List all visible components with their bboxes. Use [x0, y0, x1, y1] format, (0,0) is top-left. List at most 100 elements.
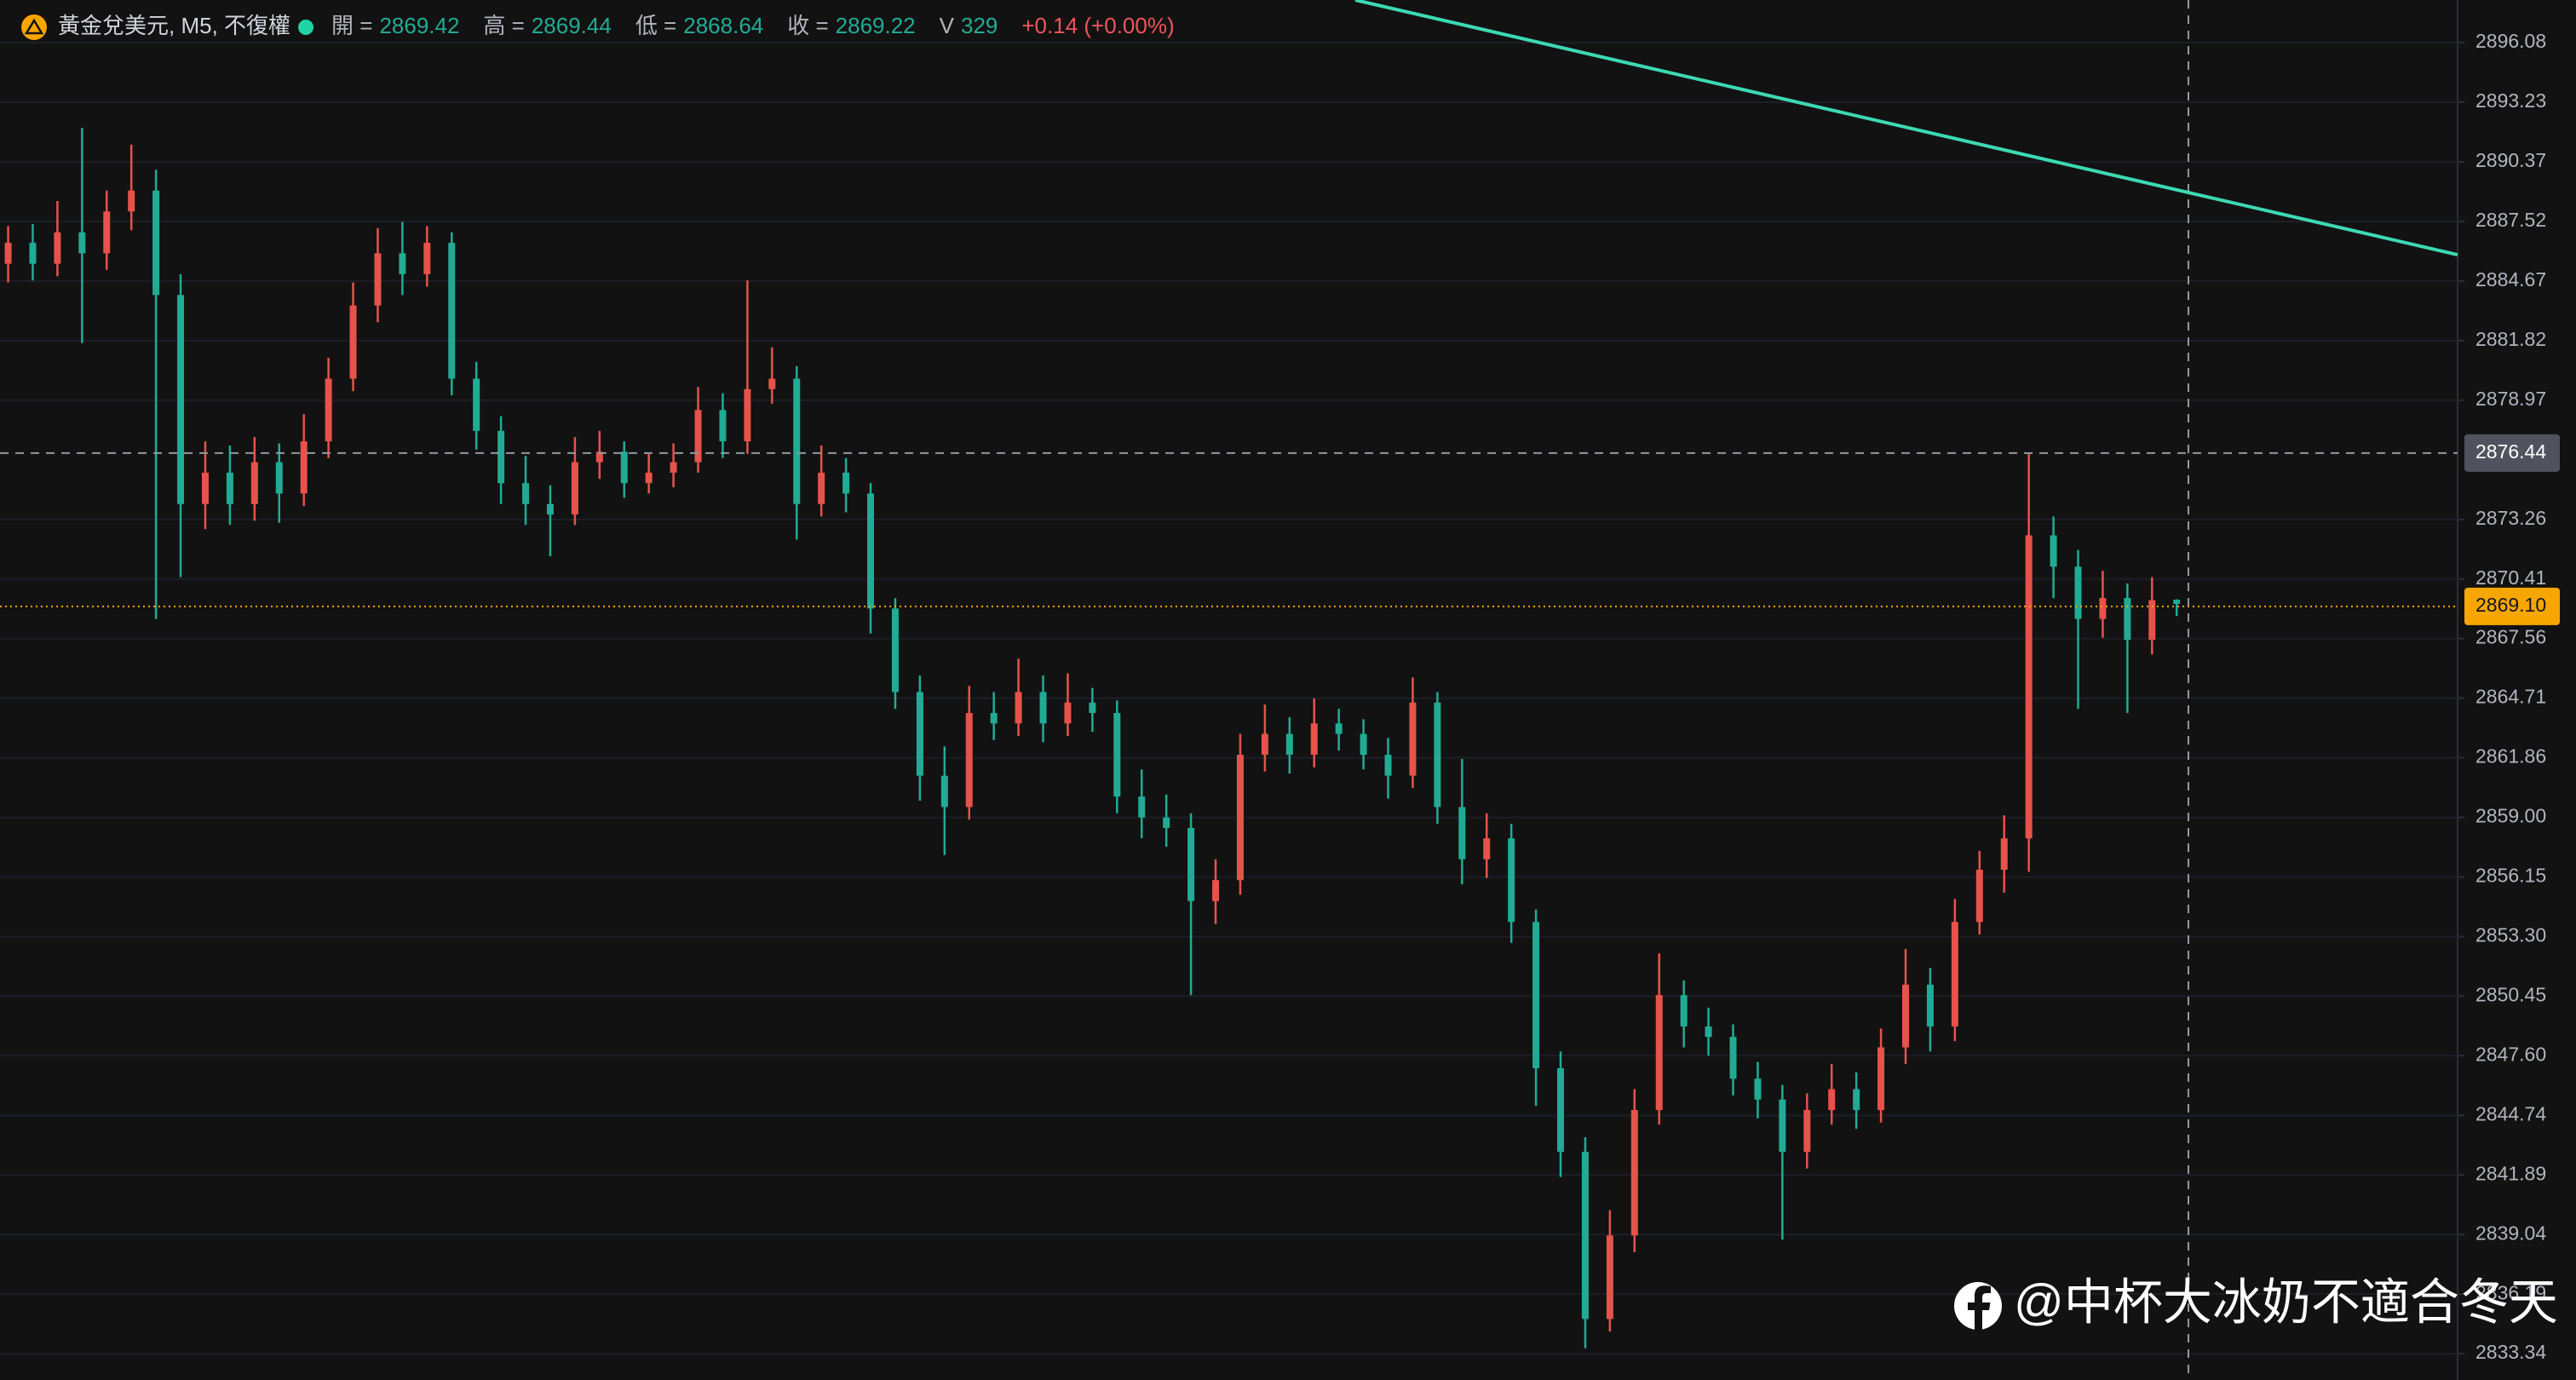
legend-value: 2869.44 — [532, 13, 612, 38]
candle-body — [325, 378, 332, 442]
symbol-title: 黃金兌美元, M5, 不復權 — [58, 13, 290, 38]
y-tick-label: 2859.00 — [2475, 805, 2546, 827]
last-price-label: 2869.10 — [2475, 594, 2546, 616]
candle-body — [1163, 817, 1170, 828]
candle-body — [1803, 1110, 1811, 1153]
candle-body — [152, 190, 160, 296]
candle-body — [103, 211, 111, 254]
candle-body — [473, 378, 480, 431]
candle-body — [1729, 1037, 1737, 1079]
y-tick-label: 2850.45 — [2475, 983, 2546, 1005]
candle-body — [2025, 535, 2033, 839]
legend-value: 329 — [961, 13, 998, 38]
grid — [0, 42, 2458, 1355]
price-axis: 2896.08 2893.23 2890.37 2887.52 2884.67 2881.… — [2458, 30, 2560, 1363]
candle-body — [177, 295, 185, 504]
y-tick-label: 2890.37 — [2475, 149, 2546, 171]
candle-body — [1680, 995, 1688, 1026]
candle-body — [1138, 796, 1146, 818]
candle-body — [1655, 995, 1663, 1111]
candle-body — [1779, 1099, 1786, 1153]
candle-body — [867, 493, 875, 609]
candles — [4, 128, 2181, 1348]
candle-body — [645, 472, 653, 484]
facebook-glyph — [1968, 1285, 1991, 1330]
candle-body — [201, 472, 209, 504]
legend-value: 2869.42 — [379, 13, 459, 38]
candle-body — [78, 232, 86, 254]
candle-body — [1113, 712, 1121, 797]
candle-body — [571, 462, 578, 515]
y-tick-label: 2844.74 — [2475, 1103, 2546, 1125]
candle-body — [1853, 1089, 1860, 1111]
watermark: @中杯大冰奶不適合冬天 — [1954, 1274, 2558, 1330]
candle-body — [546, 503, 554, 515]
candle-body — [1310, 723, 1318, 756]
candle-body — [1926, 984, 1934, 1026]
candle-body — [275, 462, 283, 494]
y-tick-label: 2841.89 — [2475, 1162, 2546, 1184]
candle-body — [768, 378, 776, 389]
candle-body — [54, 232, 61, 264]
candle-body — [399, 253, 406, 274]
candle-body — [2148, 600, 2156, 641]
candle-body — [349, 305, 357, 379]
y-tick-label: 2870.41 — [2475, 566, 2546, 589]
candle-body — [1508, 838, 1515, 923]
candle-body — [1630, 1110, 1638, 1236]
candle-body — [694, 410, 702, 463]
candle-body — [2099, 598, 2107, 619]
candle-body — [1039, 692, 1047, 724]
candle-body — [1384, 755, 1392, 776]
candle-body — [522, 483, 530, 504]
candle-body — [497, 430, 505, 484]
candle-body — [1581, 1152, 1589, 1320]
overlay — [0, 0, 2458, 1380]
y-tick-label: 2896.08 — [2475, 30, 2546, 52]
legend-label: 低 = — [635, 13, 676, 38]
candle-body — [1828, 1089, 1836, 1111]
candle-body — [1975, 869, 1983, 923]
candle-body — [250, 462, 258, 504]
candle-body — [940, 775, 948, 808]
y-tick-label: 2873.26 — [2475, 507, 2546, 529]
candle-body — [29, 243, 37, 264]
crosshair-price-label: 2876.44 — [2475, 440, 2546, 463]
y-tick-label: 2881.82 — [2475, 328, 2546, 350]
candle-body — [842, 472, 850, 494]
candle-body — [1877, 1047, 1885, 1111]
candle-body — [1089, 702, 1096, 713]
candle-body — [2124, 598, 2131, 641]
candle-body — [1261, 733, 1268, 756]
candle-body — [1458, 807, 1466, 860]
candle-body — [423, 243, 431, 274]
candle-body — [1483, 838, 1491, 860]
y-tick-label: 2861.86 — [2475, 745, 2546, 768]
candle-body — [2000, 838, 2008, 870]
y-tick-label: 2836.19 — [2475, 1281, 2546, 1303]
candle-body — [1236, 755, 1244, 881]
candle-body — [620, 451, 628, 484]
symbol-icon — [21, 14, 47, 40]
candle-body — [2074, 566, 2082, 619]
legend-label: V — [940, 13, 955, 38]
candle-body — [1557, 1068, 1565, 1153]
candle-body — [1606, 1235, 1613, 1320]
candle-body — [1409, 702, 1417, 776]
candle-body — [793, 378, 801, 504]
candle-body — [226, 472, 233, 504]
candle-body — [1335, 723, 1343, 734]
legend-label: 收 = — [787, 13, 828, 38]
y-tick-label: 2878.97 — [2475, 388, 2546, 410]
candle-body — [916, 692, 923, 776]
last-price-box — [2464, 587, 2560, 625]
y-tick-label: 2867.56 — [2475, 626, 2546, 648]
candle-body — [1187, 827, 1195, 901]
candle-body — [744, 388, 751, 442]
candle-body — [448, 243, 456, 379]
legend-value: 2869.22 — [836, 13, 916, 38]
legend-value: 2868.64 — [683, 13, 763, 38]
y-tick-label: 2856.15 — [2475, 865, 2546, 887]
